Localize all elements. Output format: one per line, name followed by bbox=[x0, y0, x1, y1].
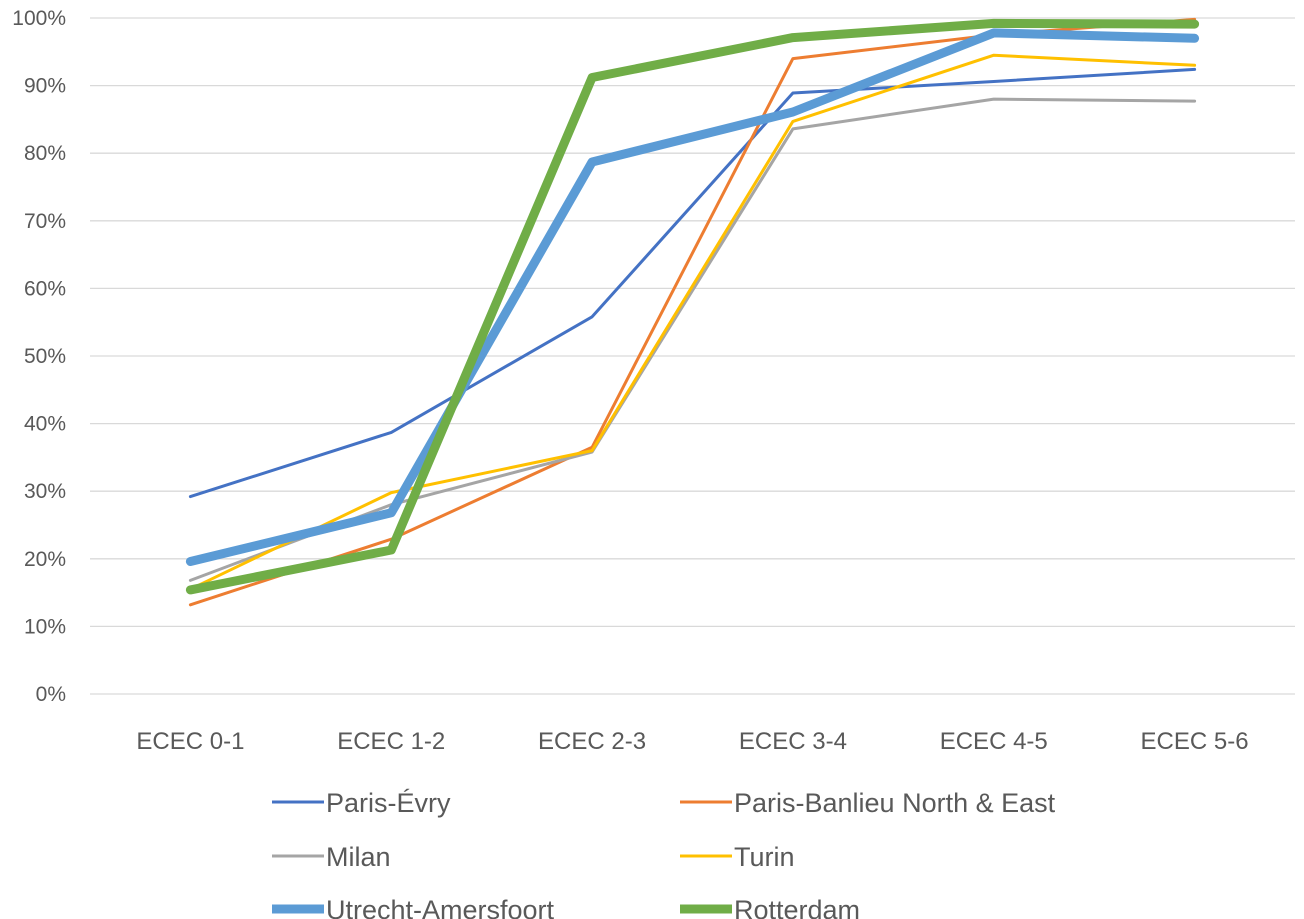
y-tick-label: 50% bbox=[24, 345, 66, 368]
y-tick-label: 90% bbox=[24, 75, 66, 98]
y-tick-label: 100% bbox=[12, 7, 66, 30]
gridlines bbox=[90, 17, 1295, 695]
x-axis-category-labels: ECEC 0-1 ECEC 1-2 ECEC 2-3 ECEC 3-4 ECEC 4-5… bbox=[136, 728, 1248, 755]
legend: Paris-Évry Paris-Banlieu North & East Mila… bbox=[272, 788, 1056, 919]
legend-item: Paris-Banlieu North & East bbox=[680, 788, 1056, 818]
series-line-rotterdam bbox=[185, 18, 1200, 595]
series-line-turin bbox=[188, 53, 1197, 591]
legend-label: Paris-Évry bbox=[326, 788, 451, 818]
x-category-label: ECEC 0-1 bbox=[136, 728, 244, 755]
x-category-label: ECEC 1-2 bbox=[337, 728, 445, 755]
y-tick-label: 80% bbox=[24, 142, 66, 165]
y-tick-label: 60% bbox=[24, 277, 66, 300]
y-tick-label: 10% bbox=[24, 615, 66, 638]
legend-item: Utrecht-Amersfoort bbox=[272, 895, 555, 919]
x-category-label: ECEC 5-6 bbox=[1141, 728, 1249, 755]
y-tick-label: 20% bbox=[24, 548, 66, 571]
series-line-milan bbox=[188, 97, 1197, 582]
x-category-label: ECEC 2-3 bbox=[538, 728, 646, 755]
legend-item: Milan bbox=[272, 842, 391, 872]
legend-label: Paris-Banlieu North & East bbox=[734, 788, 1056, 818]
y-axis-tick-labels: 0% 10% 20% 30% 40% 50% 60% 70% 80% 90% 100% bbox=[12, 7, 66, 706]
series-line-paris-vry bbox=[188, 67, 1197, 499]
series-line-utrecht-amersfoort bbox=[185, 28, 1200, 566]
legend-item: Rotterdam bbox=[680, 895, 860, 919]
series-lines bbox=[185, 17, 1200, 607]
legend-label: Rotterdam bbox=[734, 895, 860, 919]
y-tick-label: 40% bbox=[24, 413, 66, 436]
x-category-label: ECEC 4-5 bbox=[940, 728, 1048, 755]
y-tick-label: 30% bbox=[24, 480, 66, 503]
legend-label: Turin bbox=[734, 842, 795, 872]
legend-label: Milan bbox=[326, 842, 391, 872]
legend-label: Utrecht-Amersfoort bbox=[326, 895, 555, 919]
y-tick-label: 0% bbox=[36, 683, 66, 706]
legend-item: Paris-Évry bbox=[272, 788, 451, 818]
x-category-label: ECEC 3-4 bbox=[739, 728, 847, 755]
y-tick-label: 70% bbox=[24, 210, 66, 233]
legend-item: Turin bbox=[680, 842, 795, 872]
